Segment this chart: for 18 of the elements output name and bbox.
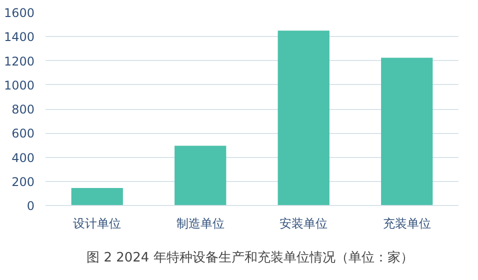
y-tick-label: 0 <box>26 199 35 213</box>
x-tick-label: 安装单位 <box>280 216 328 230</box>
bar <box>381 58 433 206</box>
x-tick-label: 设计单位 <box>73 216 122 230</box>
bar <box>71 188 123 206</box>
y-tick-label: 1400 <box>4 30 35 44</box>
x-tick-label: 制造单位 <box>176 216 224 230</box>
y-tick-label: 200 <box>12 174 34 189</box>
y-tick-label: 1600 <box>4 6 35 20</box>
y-tick-label: 800 <box>12 102 34 116</box>
text: 图 2 2024 年特种设备生产和充装单位情况（单位：家） <box>86 250 414 266</box>
y-tick-label: 1000 <box>4 78 35 92</box>
bar <box>174 146 226 206</box>
y-tick-label: 1200 <box>4 54 35 68</box>
x-tick-label: 充装单位 <box>382 216 431 230</box>
bar <box>278 30 330 206</box>
y-tick-label: 600 <box>12 126 34 141</box>
y-tick-label: 400 <box>12 150 34 165</box>
